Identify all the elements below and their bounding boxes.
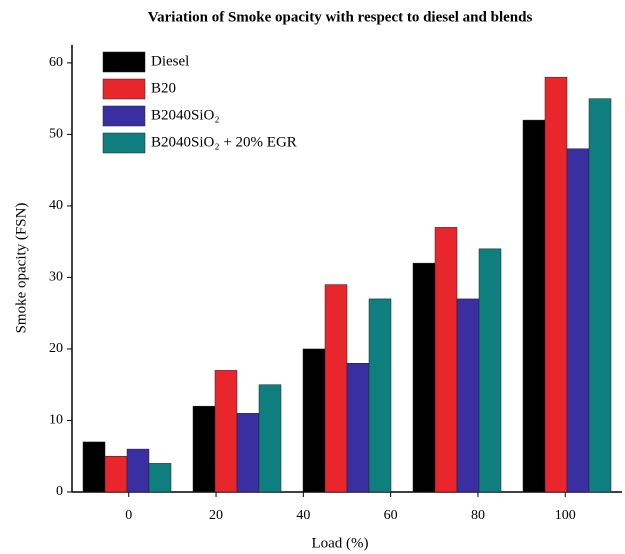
bar [368,298,392,493]
x-axis-label: Load (%) [311,535,368,551]
x-tick-label: 20 [209,508,223,523]
x-tick-label: 0 [125,508,132,523]
bar [434,227,458,493]
bar [82,441,106,493]
bar [566,148,590,493]
chart-title: Variation of Smoke opacity with respect … [148,9,533,25]
bar [346,363,370,493]
legend-swatch [102,78,146,100]
y-tick-label: 50 [49,127,63,142]
legend-label: B2040SiO₂ [151,107,220,123]
legend-label: Diesel [151,53,189,69]
bar [456,298,480,493]
y-tick-label: 40 [49,198,63,213]
bar [148,463,172,493]
bar [104,455,128,493]
bar [126,448,150,493]
legend-swatch [102,51,146,73]
bar [478,248,502,493]
y-tick-label: 0 [56,484,63,499]
y-tick-label: 60 [49,55,63,70]
bar [236,413,260,493]
bar [258,384,282,493]
bar [324,284,348,493]
legend-label: B20 [151,80,176,96]
y-tick-label: 20 [49,341,63,356]
bar [544,76,568,493]
bar [522,119,546,493]
bar [192,405,216,493]
y-axis-label: Smoke opacity (FSN) [13,203,29,334]
x-tick-label: 60 [384,508,398,523]
x-tick-label: 100 [555,508,576,523]
y-tick-label: 30 [49,270,63,285]
legend-swatch [102,132,146,154]
y-tick-label: 10 [49,413,63,428]
x-tick-label: 80 [471,508,485,523]
legend-swatch [102,105,146,127]
bar [588,98,612,493]
x-tick-label: 40 [296,508,310,523]
bar [412,262,436,493]
bar [214,370,238,493]
bar [302,348,326,493]
legend-label: B2040SiO₂ + 20% EGR [151,134,297,150]
